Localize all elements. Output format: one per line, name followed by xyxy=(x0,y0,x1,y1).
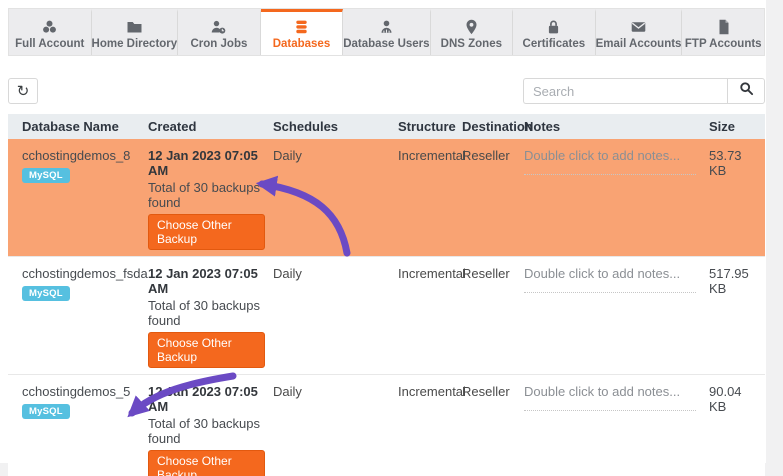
folder-icon xyxy=(126,19,143,35)
tab-label: Cron Jobs xyxy=(190,38,248,50)
notes-cell: Double click to add notes... xyxy=(524,266,709,368)
col-size[interactable]: Size xyxy=(709,119,736,134)
lock-icon xyxy=(545,19,562,35)
backup-type-tabbar: Full Account Home Directory Cron Jobs Da… xyxy=(8,8,765,56)
structure-cell: Incremental xyxy=(398,384,466,399)
engine-badge: MySQL xyxy=(22,168,70,183)
col-notes[interactable]: Notes xyxy=(524,119,561,134)
table-header: Database Name Created Schedules Structur… xyxy=(8,114,765,139)
tab-label: FTP Accounts xyxy=(684,38,762,50)
tab-label: Database Users xyxy=(343,38,430,50)
engine-badge: MySQL xyxy=(22,286,70,301)
tab-home-directory[interactable]: Home Directory xyxy=(92,9,179,55)
tab-label: Full Account xyxy=(15,38,85,50)
tab-dns-zones[interactable]: DNS Zones xyxy=(431,9,514,55)
created-cell: 12 Jan 2023 07:05 AM Total of 30 backups… xyxy=(148,384,273,476)
tab-label: Email Accounts xyxy=(595,38,682,50)
database-name-cell: cchostingdemos_5 MySQL xyxy=(22,384,131,419)
file-icon xyxy=(715,19,732,35)
choose-other-backup-button[interactable]: Choose Other Backup xyxy=(148,450,265,476)
structure-cell: Incremental xyxy=(398,148,466,163)
table-row[interactable]: cchostingdemos_5 MySQL 12 Jan 2023 07:05… xyxy=(8,375,765,476)
destination-cell: Reseller xyxy=(462,266,510,281)
refresh-icon: ↻ xyxy=(16,83,30,100)
col-database-name[interactable]: Database Name xyxy=(22,119,119,134)
tab-email-accounts[interactable]: Email Accounts xyxy=(596,9,683,55)
tab-label: Databases xyxy=(272,38,331,50)
envelope-icon xyxy=(630,19,647,35)
col-structure[interactable]: Structure xyxy=(398,119,456,134)
schedules-cell: Daily xyxy=(273,384,302,399)
size-cell: 517.95 KB xyxy=(709,266,749,296)
schedules-cell: Daily xyxy=(273,266,302,281)
cubes-icon xyxy=(41,19,58,35)
size-cell: 53.73 KB xyxy=(709,148,742,178)
structure-cell: Incremental xyxy=(398,266,466,281)
backups-table: Database Name Created Schedules Structur… xyxy=(8,114,765,476)
tab-label: DNS Zones xyxy=(440,38,502,50)
table-row[interactable]: cchostingdemos_fsda MySQL 12 Jan 2023 07… xyxy=(8,257,765,375)
created-cell: 12 Jan 2023 07:05 AM Total of 30 backups… xyxy=(148,148,273,250)
tab-label: Certificates xyxy=(522,38,586,50)
tab-certificates[interactable]: Certificates xyxy=(513,9,596,55)
col-created[interactable]: Created xyxy=(148,119,197,134)
created-cell: 12 Jan 2023 07:05 AM Total of 30 backups… xyxy=(148,266,273,368)
tab-cron-jobs[interactable]: Cron Jobs xyxy=(178,9,261,55)
schedules-cell: Daily xyxy=(273,148,302,163)
search-button[interactable] xyxy=(727,78,765,104)
database-user-icon xyxy=(378,19,395,35)
choose-other-backup-button[interactable]: Choose Other Backup xyxy=(148,214,265,250)
tab-database-users[interactable]: Database Users xyxy=(343,9,431,55)
table-row[interactable]: cchostingdemos_8 MySQL 12 Jan 2023 07:05… xyxy=(8,139,765,257)
map-pin-icon xyxy=(463,19,480,35)
size-cell: 90.04 KB xyxy=(709,384,742,414)
notes-field[interactable]: Double click to add notes... xyxy=(524,384,696,411)
tab-databases[interactable]: Databases xyxy=(260,9,344,55)
notes-cell: Double click to add notes... xyxy=(524,384,709,476)
database-name-cell: cchostingdemos_fsda MySQL xyxy=(22,266,148,301)
database-name-cell: cchostingdemos_8 MySQL xyxy=(22,148,131,183)
tab-ftp-accounts[interactable]: FTP Accounts xyxy=(682,9,764,55)
col-schedules[interactable]: Schedules xyxy=(273,119,339,134)
notes-field[interactable]: Double click to add notes... xyxy=(524,266,696,293)
database-icon xyxy=(293,19,310,35)
content-card: Full Account Home Directory Cron Jobs Da… xyxy=(8,8,765,476)
choose-other-backup-button[interactable]: Choose Other Backup xyxy=(148,332,265,368)
tab-label: Home Directory xyxy=(91,38,178,50)
col-destination[interactable]: Destination xyxy=(462,119,533,134)
notes-field[interactable]: Double click to add notes... xyxy=(524,148,696,175)
vertical-scrollbar[interactable] xyxy=(766,0,783,476)
destination-cell: Reseller xyxy=(462,148,510,163)
engine-badge: MySQL xyxy=(22,404,70,419)
table-toolbar: ↻ xyxy=(8,78,765,104)
table-body: cchostingdemos_8 MySQL 12 Jan 2023 07:05… xyxy=(8,139,765,476)
user-clock-icon xyxy=(210,19,227,35)
search-icon xyxy=(739,81,754,101)
destination-cell: Reseller xyxy=(462,384,510,399)
notes-cell: Double click to add notes... xyxy=(524,148,709,250)
refresh-button[interactable]: ↻ xyxy=(8,78,38,104)
tab-full-account[interactable]: Full Account xyxy=(9,9,92,55)
search-input[interactable] xyxy=(523,78,727,104)
search-bar xyxy=(523,78,765,104)
